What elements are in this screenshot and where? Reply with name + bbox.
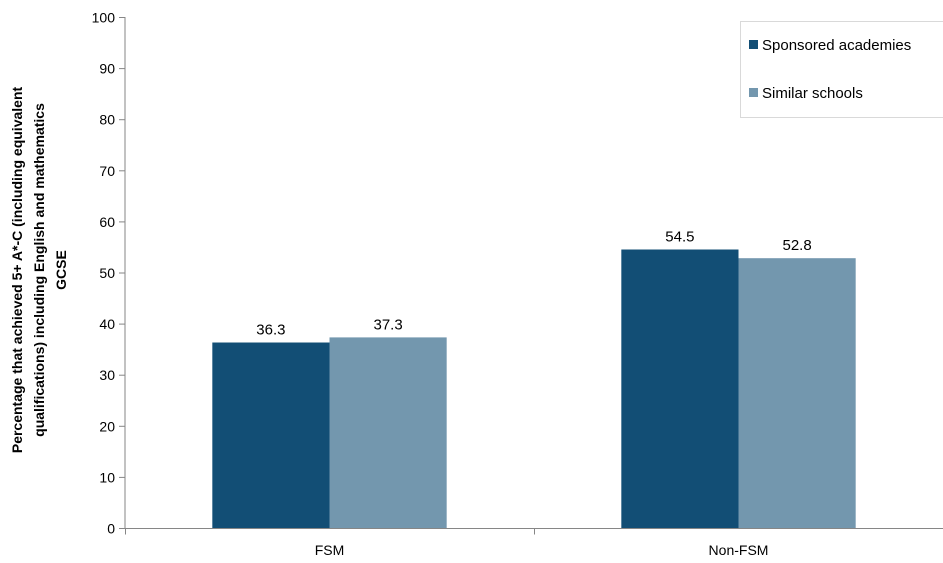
y-tick-label: 50: [99, 265, 115, 281]
legend-swatch: [749, 88, 758, 97]
legend-box: [740, 21, 943, 118]
bar: [212, 342, 330, 528]
y-axis-title-line-1: Percentage that achieved 5+ A*-C (includ…: [9, 87, 25, 454]
bars: [212, 249, 856, 528]
y-tick-label: 100: [92, 10, 116, 26]
bar: [738, 258, 856, 528]
y-tick-label: 30: [99, 367, 115, 383]
x-category-label: FSM: [315, 542, 345, 558]
y-tick-label: 40: [99, 316, 115, 332]
data-label: 52.8: [782, 237, 811, 254]
y-tick-label: 20: [99, 418, 115, 434]
x-axis: FSM Non-FSM: [125, 528, 943, 558]
data-label: 36.3: [256, 322, 285, 339]
bar: [621, 249, 739, 528]
legend-label: Similar schools: [762, 85, 863, 102]
y-axis-title: Percentage that achieved 5+ A*-C (includ…: [9, 87, 69, 454]
data-label: 54.5: [665, 229, 694, 246]
y-tick-label: 60: [99, 214, 115, 230]
bar: [329, 337, 447, 528]
y-tick-label: 10: [99, 469, 115, 485]
y-tick-label: 90: [99, 61, 115, 77]
data-label: 37.3: [373, 316, 402, 333]
legend-label: Sponsored academies: [762, 37, 911, 54]
y-tick-label: 0: [107, 521, 115, 537]
y-tick-label: 70: [99, 163, 115, 179]
x-category-label: Non-FSM: [709, 542, 769, 558]
data-labels: 36.3 37.3 54.5 52.8: [256, 229, 811, 339]
legend-swatch: [749, 40, 758, 49]
legend: Sponsored academies Similar schools: [740, 21, 943, 118]
y-axis-title-line-3: GCSE: [53, 250, 69, 290]
y-axis-title-line-2: qualifications) including English and ma…: [31, 103, 47, 437]
y-axis: 0 10 20 30 40 50 60 70 80 90 100: [92, 10, 126, 537]
y-tick-label: 80: [99, 112, 115, 128]
